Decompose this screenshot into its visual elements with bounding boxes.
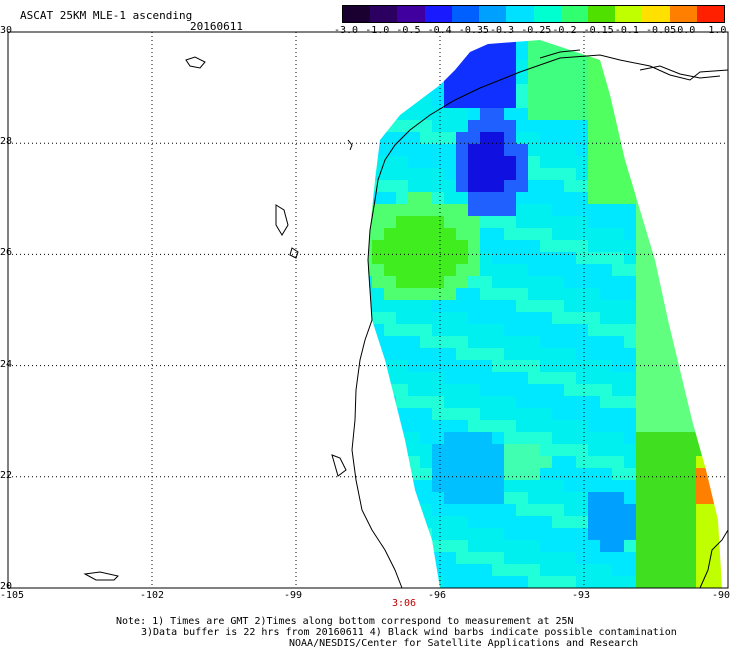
legend-label: -1.0 — [365, 25, 390, 36]
legend-swatch — [451, 6, 480, 22]
lat-tick-label: 28 — [0, 136, 13, 148]
legend-swatch — [397, 6, 425, 22]
legend-label: -0.35 — [458, 25, 489, 36]
legend-swatch — [642, 6, 670, 22]
legend-swatch — [669, 6, 697, 22]
note-line-2: 3)Data buffer is 22 hrs from 20160611 4)… — [141, 627, 677, 638]
plot-frame — [7, 31, 729, 589]
legend-label: -0.4 — [427, 25, 452, 36]
lon-tick-label: -99 — [284, 590, 303, 601]
lat-tick-label: 20 — [0, 581, 13, 592]
coastline-segment — [351, 54, 729, 589]
lat-tick-label: 24 — [0, 358, 13, 370]
legend-label: -0.2 — [552, 25, 577, 36]
lat-tick-label: 22 — [0, 469, 13, 481]
coastline-segment — [539, 49, 581, 59]
legend-swatch — [615, 6, 643, 22]
lon-tick-label: -93 — [572, 590, 591, 601]
coastline — [83, 49, 729, 589]
lon-tick-label: -105 — [0, 590, 25, 601]
coastline-segment — [331, 454, 347, 477]
coastline-segment — [347, 139, 353, 151]
legend-label: -0.25 — [521, 25, 552, 36]
legend-label: -0.15 — [583, 25, 614, 36]
coastline-segment — [699, 529, 729, 589]
coastline-segment — [639, 65, 721, 79]
legend-label: 1.0 — [708, 25, 727, 36]
note-line-3: NOAA/NESDIS/Center for Satellite Applica… — [289, 638, 639, 649]
legend-swatch — [343, 6, 371, 22]
legend-swatch — [560, 6, 588, 22]
legend-swatch — [506, 6, 534, 22]
lon-tick-label: -96 — [428, 590, 447, 601]
time-label: 3:06 — [392, 598, 417, 609]
lat-tick-label: 30 — [0, 25, 13, 36]
coastline-segment — [83, 571, 119, 581]
legend-label: -0.05 — [646, 25, 677, 36]
legend-swatch — [370, 6, 398, 22]
legend-swatch — [424, 6, 452, 22]
legend-swatch — [479, 6, 507, 22]
legend-label: -3.0 — [334, 25, 359, 36]
chart-date: 20160611 — [190, 20, 243, 33]
legend-swatch — [533, 6, 561, 22]
legend-label: -0.5 — [396, 25, 421, 36]
note-line-1: Note: 1) Times are GMT 2)Times along bot… — [116, 616, 574, 627]
legend-swatch — [696, 6, 725, 22]
lon-tick-label: -90 — [712, 590, 731, 601]
legend-label: 0.0 — [677, 25, 696, 36]
lon-tick-label: -102 — [140, 590, 165, 601]
coastline-segment — [275, 204, 289, 236]
color-legend-bar — [342, 5, 725, 23]
legend-label: -0.3 — [490, 25, 515, 36]
chart-title: ASCAT 25KM MLE-1 ascending — [20, 9, 193, 22]
legend-swatch — [587, 6, 616, 22]
coastline-segment — [185, 56, 206, 69]
lat-tick-label: 26 — [0, 247, 13, 259]
coastline-segment — [289, 247, 299, 259]
legend-label: -0.1 — [614, 25, 639, 36]
scatterometer-swath — [368, 40, 722, 588]
